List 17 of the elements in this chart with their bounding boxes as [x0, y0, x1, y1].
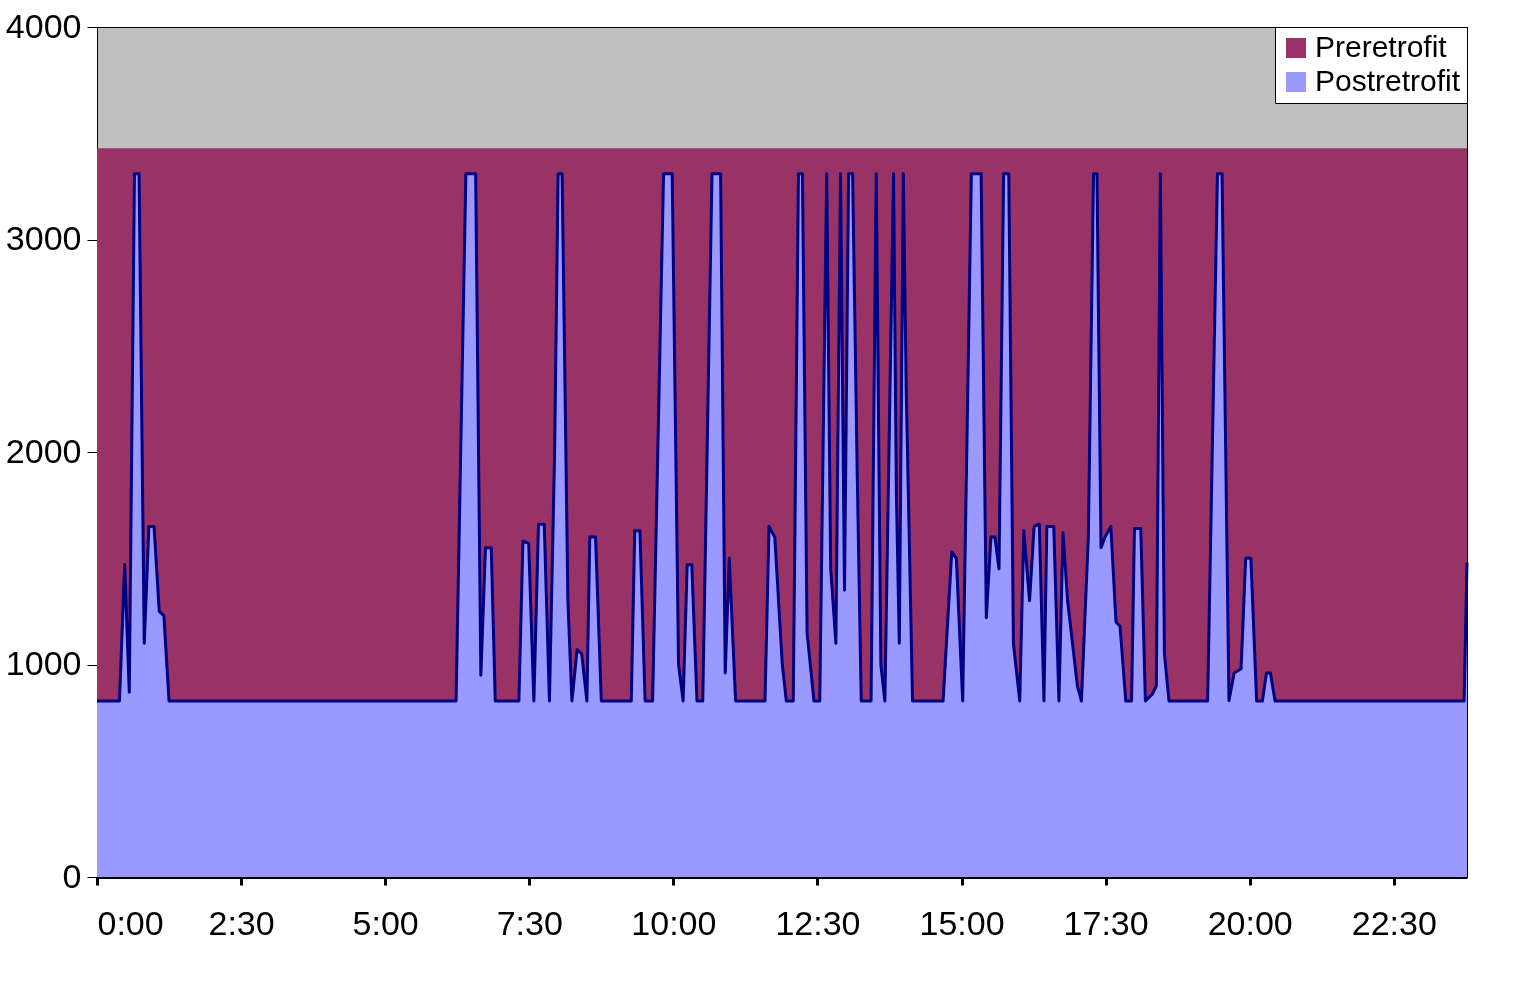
x-tick-label: 15:00 [919, 903, 1005, 942]
x-tick-label: 20:00 [1207, 903, 1293, 942]
x-tick-label: 17:30 [1063, 903, 1149, 942]
x-tick-label: 7:30 [496, 903, 563, 942]
y-tick-label: 4000 [5, 6, 82, 45]
x-tick-label: 2:30 [208, 903, 275, 942]
x-tick-label: 0:00 [97, 903, 164, 942]
y-tick-label: 0 [62, 856, 82, 895]
y-tick-label: 2000 [5, 431, 82, 470]
x-tick-label: 10:00 [631, 903, 717, 942]
x-tick-label: 22:30 [1351, 903, 1437, 942]
legend-label: Preretrofit [1315, 30, 1448, 63]
x-tick-label: 5:00 [352, 903, 419, 942]
y-tick-label: 3000 [5, 219, 82, 257]
legend-label: Postretrofit [1315, 64, 1461, 97]
x-tick-label: 12:30 [775, 903, 861, 942]
y-tick-label: 1000 [5, 644, 82, 682]
